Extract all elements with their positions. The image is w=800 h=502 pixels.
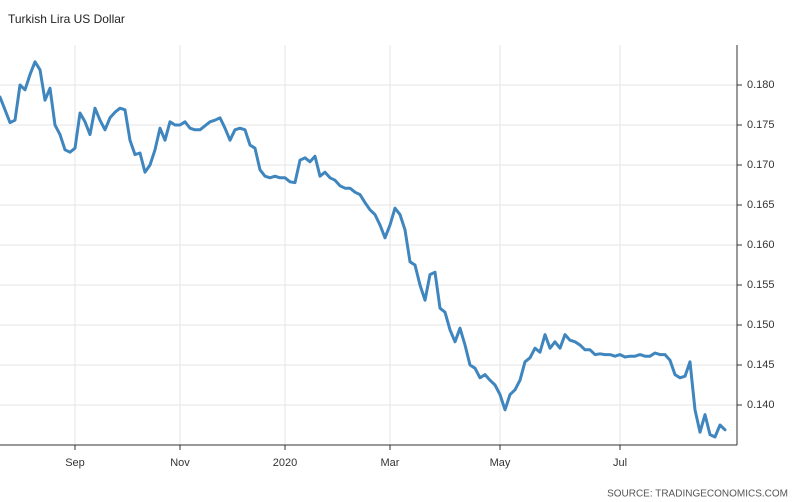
y-tick-label: 0.145 xyxy=(747,359,775,371)
x-tick-label: May xyxy=(490,457,511,469)
y-tick-label: 0.175 xyxy=(747,119,775,131)
line-series xyxy=(0,60,727,439)
y-tick-label: 0.155 xyxy=(747,279,775,291)
x-tick-label: 2020 xyxy=(273,457,297,469)
y-tick-label: 0.170 xyxy=(747,159,775,171)
y-tick-label: 0.140 xyxy=(747,399,775,411)
y-tick-label: 0.165 xyxy=(747,199,775,211)
x-tick-label: Mar xyxy=(381,457,400,469)
x-tick-label: Jul xyxy=(613,457,627,469)
x-tick-label: Nov xyxy=(170,457,190,469)
y-tick-label: 0.180 xyxy=(747,79,775,91)
y-tick-label: 0.160 xyxy=(747,239,775,251)
chart-title: Turkish Lira US Dollar xyxy=(8,12,125,26)
source: SOURCE: TRADINGECONOMICS.COM xyxy=(607,489,788,500)
x-tick-label: Sep xyxy=(65,457,85,469)
y-tick-label: 0.150 xyxy=(747,319,775,331)
